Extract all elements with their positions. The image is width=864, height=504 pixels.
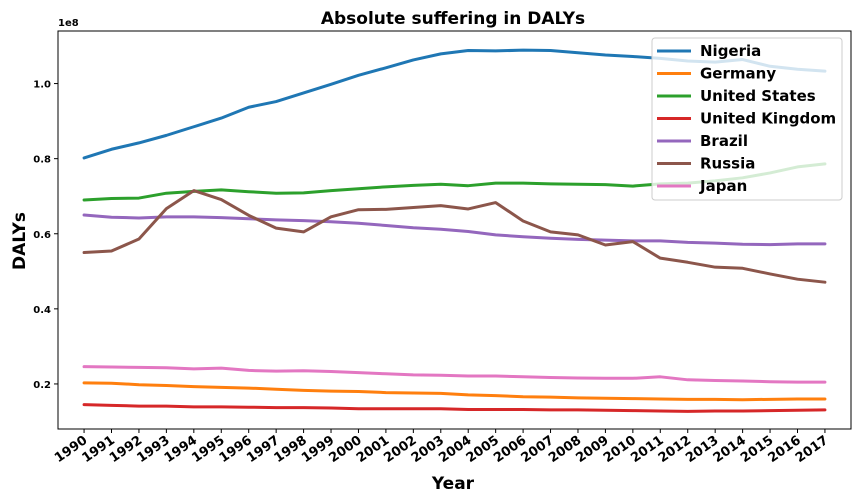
- y-tick-label: 0.4: [33, 305, 51, 316]
- y-axis-title: DALYs: [10, 212, 30, 270]
- legend-label-united-kingdom: United Kingdom: [700, 110, 836, 128]
- legend-label-nigeria: Nigeria: [700, 42, 761, 60]
- y-tick-label: 0.2: [33, 380, 51, 391]
- legend-label-united-states: United States: [700, 87, 816, 105]
- series-line-germany: [82, 381, 827, 402]
- y-axis-offset-label: 1e8: [58, 18, 79, 29]
- legend-label-brazil: Brazil: [700, 132, 748, 150]
- y-tick-label: 0.8: [33, 155, 51, 166]
- legend-label-japan: Japan: [699, 177, 747, 195]
- x-axis-title: Year: [431, 474, 475, 494]
- series-line-russia: [82, 189, 827, 284]
- chart-title: Absolute suffering in DALYs: [321, 9, 585, 29]
- legend-box: [651, 37, 843, 201]
- y-tick-label: 0.6: [33, 230, 51, 241]
- plot-frame: [57, 30, 852, 430]
- series-line-brazil: [82, 213, 827, 247]
- y-tick-label: 1.0: [33, 80, 51, 91]
- x-tick-label: 2017: [793, 433, 831, 466]
- series-line-japan: [82, 365, 827, 384]
- legend: Nigeria Germany United States United Kingdo…: [651, 37, 843, 201]
- legend-label-germany: Germany: [700, 65, 776, 83]
- series-line-united-kingdom: [82, 403, 827, 413]
- legend-label-russia: Russia: [700, 155, 755, 173]
